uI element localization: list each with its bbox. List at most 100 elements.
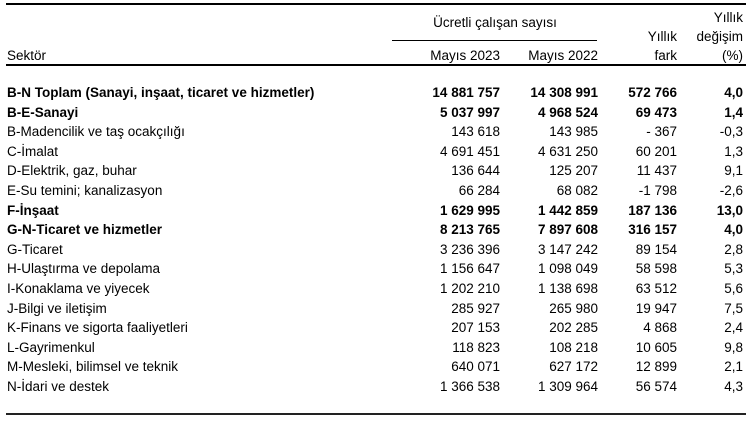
cell-may2023: 1 156 647 bbox=[439, 261, 500, 277]
table-row: L-Gayrimenkul 118 823 108 218 10 605 9,8 bbox=[0, 338, 750, 358]
table-row: C-İmalat 4 691 451 4 631 250 60 201 1,3 bbox=[0, 142, 750, 162]
column-header-may2023: Mayıs 2023 bbox=[430, 48, 500, 63]
cell-may2022: 14 308 991 bbox=[530, 85, 598, 100]
annual-diff-line1: Yıllık bbox=[647, 29, 677, 44]
table-row: N-İdari ve destek 1 366 538 1 309 964 56… bbox=[0, 377, 750, 397]
cell-may2023: 1 202 210 bbox=[439, 280, 500, 296]
table-body: B-N Toplam (Sanayi, inşaat, ticaret ve h… bbox=[0, 66, 750, 397]
cell-may2022: 4 631 250 bbox=[537, 143, 598, 159]
annual-change-line2: değişim bbox=[696, 29, 743, 44]
cell-sector: L-Gayrimenkul bbox=[7, 339, 95, 355]
cell-may2022: 1 138 698 bbox=[537, 280, 598, 296]
cell-sector: M-Mesleki, bilimsel ve teknik bbox=[7, 359, 179, 375]
cell-annual-change: 4,0 bbox=[724, 222, 743, 238]
cell-may2022: 1 098 049 bbox=[537, 261, 598, 277]
column-header-annual-change: Yıllık değişim (%) bbox=[696, 8, 743, 65]
table-row: G-Ticaret 3 236 396 3 147 242 89 154 2,8 bbox=[0, 240, 750, 260]
table-row: H-Ulaştırma ve depolama 1 156 647 1 098 … bbox=[0, 259, 750, 279]
cell-may2022: 7 897 608 bbox=[537, 222, 598, 238]
column-header-annual-diff: Yıllık fark bbox=[648, 27, 677, 65]
cell-sector: D-Elektrik, gaz, buhar bbox=[7, 163, 137, 179]
cell-annual-diff: 56 574 bbox=[635, 378, 677, 394]
cell-may2022: 143 985 bbox=[549, 124, 598, 140]
cell-may2022: 1 442 859 bbox=[537, 202, 598, 218]
cell-may2023: 4 691 451 bbox=[439, 143, 500, 159]
cell-annual-diff: 187 136 bbox=[628, 202, 677, 218]
cell-may2023: 640 071 bbox=[451, 359, 500, 375]
column-group-header: Ücretli çalışan sayısı bbox=[433, 15, 557, 30]
column-header-sector: Sektör bbox=[7, 48, 47, 63]
cell-annual-diff: 63 512 bbox=[635, 280, 677, 296]
cell-annual-diff: 4 868 bbox=[643, 320, 677, 336]
cell-may2022: 3 147 242 bbox=[537, 241, 598, 257]
annual-change-line3: (%) bbox=[722, 48, 743, 63]
cell-may2023: 1 629 995 bbox=[439, 202, 500, 218]
cell-annual-change: -0,3 bbox=[719, 124, 743, 140]
cell-sector: H-Ulaştırma ve depolama bbox=[7, 261, 161, 277]
cell-annual-change: 4,0 bbox=[724, 85, 743, 100]
cell-sector: K-Finans ve sigorta faaliyetleri bbox=[7, 320, 188, 336]
cell-sector: G-Ticaret bbox=[7, 241, 63, 257]
cell-may2023: 285 927 bbox=[451, 300, 500, 316]
table-row: I-Konaklama ve yiyecek 1 202 210 1 138 6… bbox=[0, 279, 750, 299]
cell-annual-change: 1,3 bbox=[724, 143, 743, 159]
cell-sector: N-İdari ve destek bbox=[7, 378, 110, 394]
column-group-underline bbox=[392, 40, 597, 41]
cell-may2022: 202 285 bbox=[549, 320, 598, 336]
table-row: G-N-Ticaret ve hizmetler 8 213 765 7 897… bbox=[0, 220, 750, 240]
cell-annual-change: 2,4 bbox=[724, 320, 743, 336]
cell-sector: F-İnşaat bbox=[7, 202, 59, 218]
table-row: M-Mesleki, bilimsel ve teknik 640 071 62… bbox=[0, 357, 750, 377]
table-row: D-Elektrik, gaz, buhar 136 644 125 207 1… bbox=[0, 161, 750, 181]
cell-annual-diff: 60 201 bbox=[635, 143, 677, 159]
cell-may2022: 1 309 964 bbox=[537, 378, 598, 394]
cell-annual-change: 5,6 bbox=[724, 280, 743, 296]
table-row: B-Madencilik ve taş ocakçılığı 143 618 1… bbox=[0, 122, 750, 142]
cell-may2023: 5 037 997 bbox=[439, 104, 500, 120]
table-row: B-N Toplam (Sanayi, inşaat, ticaret ve h… bbox=[0, 83, 750, 103]
cell-annual-change: 2,8 bbox=[724, 241, 743, 257]
table-row: E-Su temini; kanalizasyon 66 284 68 082 … bbox=[0, 181, 750, 201]
cell-annual-diff: -1 798 bbox=[638, 182, 677, 198]
cell-may2022: 4 968 524 bbox=[537, 104, 598, 120]
cell-annual-change: 7,5 bbox=[724, 300, 743, 316]
table-row: K-Finans ve sigorta faaliyetleri 207 153… bbox=[0, 318, 750, 338]
cell-annual-change: -2,6 bbox=[719, 182, 743, 198]
cell-may2023: 143 618 bbox=[451, 124, 500, 140]
cell-annual-change: 1,4 bbox=[724, 104, 743, 120]
cell-annual-change: 9,1 bbox=[724, 163, 743, 179]
annual-change-line1: Yıllık bbox=[713, 10, 743, 25]
cell-annual-diff: 12 899 bbox=[635, 359, 677, 375]
column-header-may2022: Mayıs 2022 bbox=[528, 48, 598, 63]
cell-may2023: 3 236 396 bbox=[439, 241, 500, 257]
header-rule bbox=[6, 64, 746, 66]
cell-sector: E-Su temini; kanalizasyon bbox=[7, 182, 163, 198]
cell-annual-diff: 19 947 bbox=[635, 300, 677, 316]
top-rule bbox=[6, 3, 746, 5]
cell-may2022: 108 218 bbox=[549, 339, 598, 355]
cell-annual-diff: 89 154 bbox=[635, 241, 677, 257]
cell-may2023: 8 213 765 bbox=[439, 222, 500, 238]
table-row: B-E-Sanayi 5 037 997 4 968 524 69 473 1,… bbox=[0, 103, 750, 123]
cell-annual-change: 4,3 bbox=[724, 378, 743, 394]
cell-sector: G-N-Ticaret ve hizmetler bbox=[7, 222, 163, 238]
cell-may2022: 68 082 bbox=[556, 182, 598, 198]
cell-annual-change: 2,1 bbox=[724, 359, 743, 375]
cell-sector: J-Bilgi ve iletişim bbox=[7, 300, 107, 316]
cell-sector: B-Madencilik ve taş ocakçılığı bbox=[7, 124, 185, 140]
bottom-rule bbox=[6, 413, 746, 415]
cell-sector: C-İmalat bbox=[7, 143, 59, 159]
cell-sector: I-Konaklama ve yiyecek bbox=[7, 280, 150, 296]
cell-sector: B-N Toplam (Sanayi, inşaat, ticaret ve h… bbox=[7, 85, 315, 100]
cell-may2023: 118 823 bbox=[452, 339, 500, 355]
cell-annual-diff: 10 605 bbox=[635, 339, 677, 355]
cell-may2023: 136 644 bbox=[451, 163, 500, 179]
cell-annual-diff: 69 473 bbox=[635, 104, 677, 120]
cell-may2022: 265 980 bbox=[549, 300, 598, 316]
cell-sector: B-E-Sanayi bbox=[7, 104, 79, 120]
annual-diff-line2: fark bbox=[654, 48, 677, 63]
cell-may2023: 66 284 bbox=[458, 182, 500, 198]
cell-annual-change: 13,0 bbox=[716, 202, 743, 218]
cell-may2022: 125 207 bbox=[549, 163, 598, 179]
